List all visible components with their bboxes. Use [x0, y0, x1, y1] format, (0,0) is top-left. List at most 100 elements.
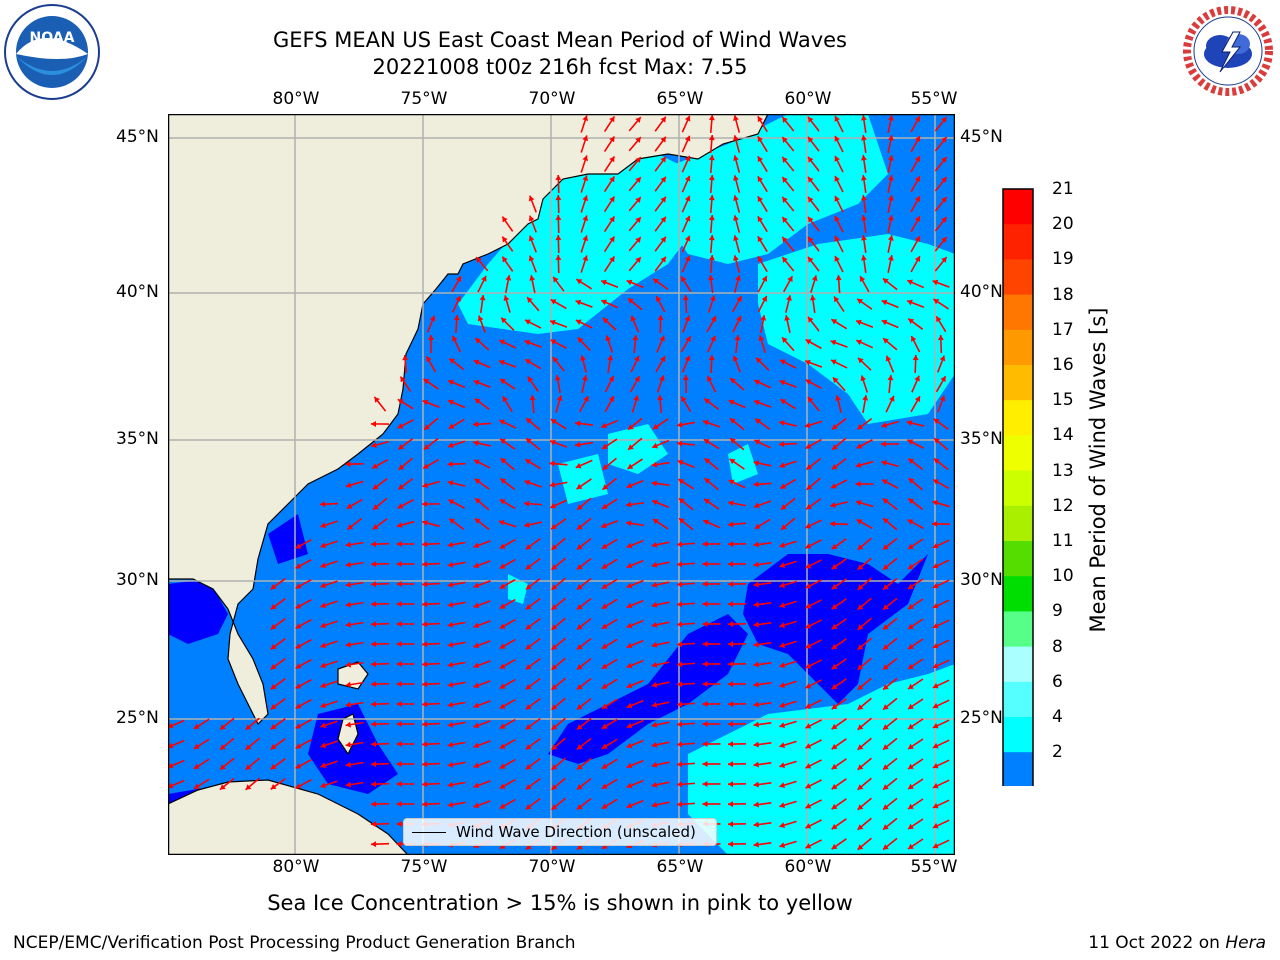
- wave-direction-arrowhead: [626, 642, 633, 649]
- wave-direction-arrowhead: [499, 723, 506, 729]
- wave-direction-arrowhead: [473, 602, 480, 609]
- lat-label-right: 35°N: [960, 429, 1003, 449]
- wave-direction-arrowhead: [941, 216, 947, 223]
- wave-direction-arrowhead: [270, 663, 277, 670]
- wave-direction-arrowhead: [941, 116, 947, 123]
- wave-direction-arrowhead: [728, 541, 734, 548]
- wave-direction-arrowhead: [883, 784, 889, 790]
- wave-direction-arrowhead: [834, 175, 840, 182]
- wave-direction-arrowhead: [733, 155, 739, 161]
- wave-direction-arrowhead: [704, 498, 710, 505]
- wave-direction-arrowhead: [779, 542, 786, 549]
- wave-direction-arrowhead: [908, 783, 914, 789]
- wave-direction-arrowhead: [651, 621, 658, 628]
- wave-direction-arrowhead: [704, 398, 711, 404]
- wave-direction-arrowhead: [857, 298, 863, 305]
- wave-direction-arrowhead: [733, 215, 739, 221]
- wave-direction-arrowhead: [857, 684, 864, 690]
- wave-direction-arrowhead: [678, 479, 685, 485]
- wave-direction-arrowhead: [787, 276, 793, 282]
- wave-direction-arrowhead: [551, 744, 558, 750]
- wave-direction-arrowhead: [525, 704, 532, 710]
- wave-direction-arrowhead: [808, 196, 814, 203]
- wave-direction-arrowhead: [782, 237, 788, 243]
- wave-direction-arrowhead: [551, 664, 558, 670]
- wave-direction-arrowhead: [473, 802, 480, 809]
- wave-direction-arrowhead: [635, 217, 641, 223]
- wave-direction-arrowhead: [551, 644, 558, 650]
- wave-direction-arrowhead: [704, 478, 711, 484]
- wave-direction-arrowhead: [626, 682, 633, 689]
- wave-direction-arrowhead: [447, 601, 454, 608]
- wave-direction-arrowhead: [881, 299, 888, 306]
- colorbar-tick-label: 2: [1052, 742, 1063, 763]
- wave-direction-arrowhead: [524, 500, 530, 507]
- wave-direction-arrowhead: [728, 601, 734, 608]
- wave-direction-arrowhead: [660, 136, 666, 143]
- wave-direction-arrowhead: [448, 499, 455, 505]
- wave-direction-arrowhead: [245, 764, 252, 770]
- wave-direction-arrowhead: [883, 518, 889, 524]
- wave-direction-arrowhead: [219, 764, 226, 770]
- colorbar-tick-label: 10: [1052, 566, 1074, 587]
- wave-direction-arrowhead: [398, 443, 405, 450]
- wave-direction-arrowhead: [320, 622, 327, 629]
- wave-direction-arrowhead: [702, 741, 708, 748]
- wave-direction-arrowhead: [677, 621, 683, 628]
- wave-direction-arrowhead: [448, 399, 454, 406]
- wave-direction-arrowhead: [422, 661, 428, 668]
- wave-direction-arrowhead: [857, 724, 864, 730]
- wave-direction-arrowhead: [601, 623, 608, 629]
- wave-direction-arrowhead: [757, 236, 763, 243]
- wave-direction-arrowhead: [855, 499, 862, 506]
- wave-direction-arrowhead: [805, 803, 812, 809]
- wave-direction-arrowhead: [473, 359, 480, 366]
- wave-direction-arrowhead: [372, 484, 379, 490]
- wave-direction-arrowhead: [908, 603, 914, 609]
- wave-direction-arrowhead: [626, 742, 633, 749]
- wave-direction-arrowhead: [320, 582, 327, 589]
- wave-direction-arrowhead: [499, 379, 506, 385]
- lat-label-left: 40°N: [116, 282, 159, 302]
- wave-period-map: [168, 114, 955, 855]
- wave-direction-arrowhead: [882, 278, 889, 284]
- wave-direction-arrowhead: [270, 683, 277, 690]
- lat-label-left: 25°N: [116, 708, 159, 728]
- wave-direction-arrowhead: [702, 581, 708, 588]
- wave-direction-arrowhead: [499, 339, 506, 346]
- wave-direction-arrowhead: [857, 357, 864, 364]
- wave-direction-arrowhead: [609, 236, 615, 243]
- wave-direction-arrowhead: [601, 703, 608, 709]
- wave-direction-arrowhead: [754, 399, 760, 406]
- wave-direction-arrowhead: [733, 235, 739, 241]
- wave-direction-arrowhead: [831, 643, 838, 650]
- wave-direction-arrowhead: [732, 355, 739, 362]
- wave-direction-arrowhead: [601, 783, 608, 789]
- wave-direction-arrowhead: [933, 479, 939, 485]
- wave-direction-arrowhead: [320, 682, 327, 689]
- wave-direction-arrowhead: [932, 642, 939, 649]
- wave-direction-arrowhead: [609, 156, 615, 163]
- wave-direction-arrowhead: [609, 176, 615, 183]
- wave-direction-arrowhead: [830, 339, 837, 346]
- wave-direction-arrowhead: [708, 115, 715, 121]
- wave-direction-arrowhead: [703, 439, 710, 445]
- wave-direction-arrowhead: [908, 703, 914, 709]
- wave-direction-arrowhead: [779, 682, 786, 689]
- wave-direction-arrowhead: [626, 602, 633, 609]
- wave-direction-arrowhead: [576, 844, 583, 850]
- wave-direction-arrowhead: [219, 724, 226, 730]
- wave-direction-arrowhead: [453, 315, 460, 321]
- wave-direction-arrowhead: [862, 395, 869, 401]
- colorbar-tick-label: 20: [1052, 214, 1074, 235]
- wave-direction-arrowhead: [808, 216, 814, 223]
- lon-label-top: 75°W: [400, 89, 448, 109]
- wave-direction-arrowhead: [702, 561, 708, 568]
- wave-direction-arrowhead: [371, 561, 377, 568]
- wave-direction-arrowhead: [684, 155, 691, 162]
- footer-credit: NCEP/EMC/Verification Post Processing Pr…: [13, 933, 576, 953]
- chart-subtitle: 20221008 t00z 216h fcst Max: 7.55: [372, 55, 748, 79]
- wave-direction-arrowhead: [193, 783, 200, 789]
- wave-direction-arrowhead: [245, 744, 252, 750]
- wave-direction-arrowhead: [831, 843, 838, 850]
